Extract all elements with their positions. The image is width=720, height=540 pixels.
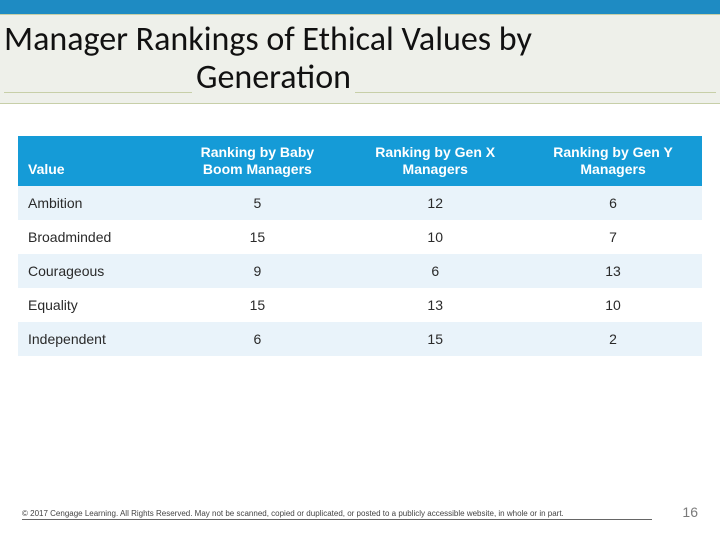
- cell-value: Independent: [18, 322, 168, 356]
- title-block: Manager Rankings of Ethical Values by Ge…: [0, 14, 720, 104]
- table-row: Equality 15 13 10: [18, 288, 702, 322]
- cell-c1: 9: [168, 254, 346, 288]
- cell-value: Ambition: [18, 186, 168, 220]
- cell-value: Broadminded: [18, 220, 168, 254]
- cell-c2: 6: [346, 254, 524, 288]
- cell-c1: 5: [168, 186, 346, 220]
- table-header-row: Value Ranking by Baby Boom Managers Rank…: [18, 136, 702, 186]
- cell-c1: 6: [168, 322, 346, 356]
- cell-c3: 10: [524, 288, 702, 322]
- header-value: Value: [18, 136, 168, 186]
- table-container: Value Ranking by Baby Boom Managers Rank…: [0, 104, 720, 356]
- cell-value: Equality: [18, 288, 168, 322]
- table-row: Independent 6 15 2: [18, 322, 702, 356]
- title-rule-right: [355, 92, 716, 93]
- cell-c3: 2: [524, 322, 702, 356]
- copyright-text: © 2017 Cengage Learning. All Rights Rese…: [22, 509, 652, 520]
- cell-c3: 6: [524, 186, 702, 220]
- table-row: Ambition 5 12 6: [18, 186, 702, 220]
- cell-value: Courageous: [18, 254, 168, 288]
- cell-c3: 13: [524, 254, 702, 288]
- cell-c2: 15: [346, 322, 524, 356]
- cell-c1: 15: [168, 220, 346, 254]
- cell-c1: 15: [168, 288, 346, 322]
- cell-c2: 13: [346, 288, 524, 322]
- table-row: Broadminded 15 10 7: [18, 220, 702, 254]
- header-baby-boom: Ranking by Baby Boom Managers: [168, 136, 346, 186]
- title-line-1: Manager Rankings of Ethical Values by: [4, 21, 716, 59]
- cell-c2: 12: [346, 186, 524, 220]
- title-rule-left: [4, 92, 192, 93]
- cell-c3: 7: [524, 220, 702, 254]
- top-accent-bar: [0, 0, 720, 14]
- header-gen-x: Ranking by Gen X Managers: [346, 136, 524, 186]
- rankings-table: Value Ranking by Baby Boom Managers Rank…: [18, 136, 702, 356]
- header-gen-y: Ranking by Gen Y Managers: [524, 136, 702, 186]
- page-number: 16: [682, 504, 698, 520]
- footer: © 2017 Cengage Learning. All Rights Rese…: [0, 504, 720, 520]
- title-line-2: Generation: [192, 59, 355, 97]
- table-row: Courageous 9 6 13: [18, 254, 702, 288]
- cell-c2: 10: [346, 220, 524, 254]
